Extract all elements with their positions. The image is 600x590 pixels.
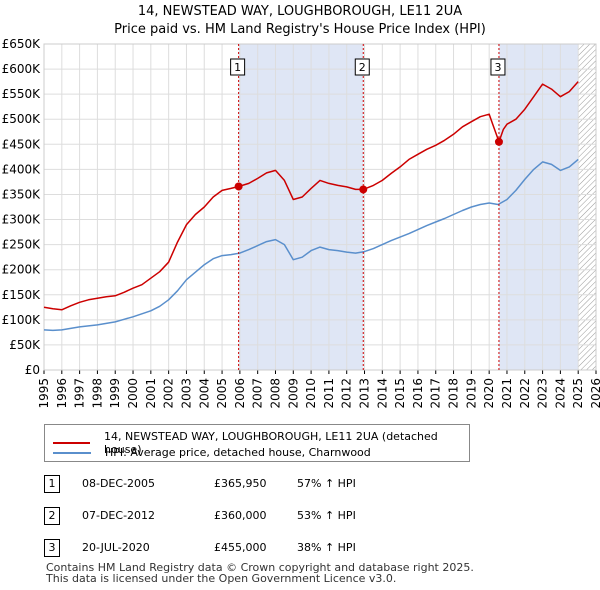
ownership-shade	[498, 44, 579, 370]
x-tick-label: 2010	[304, 378, 318, 409]
property-price-line	[43, 81, 579, 311]
x-tick-label: 2015	[393, 378, 407, 409]
x-tick-label: 2013	[358, 378, 372, 409]
legend-item-property: 14, NEWSTEAD WAY, LOUGHBOROUGH, LE11 2UA…	[53, 430, 469, 456]
sale-price: £455,000	[214, 541, 267, 554]
x-tick-label: 2002	[162, 378, 176, 409]
x-tick-label: 2001	[144, 378, 158, 409]
x-tick-label: 1998	[90, 378, 104, 409]
sale-row: 1 08-DEC-2005 £365,950 57% ↑ HPI	[44, 472, 444, 504]
x-tick-label: 2018	[447, 378, 461, 409]
ownership-shade	[238, 44, 364, 370]
footer-attribution: Contains HM Land Registry data © Crown c…	[46, 562, 474, 584]
x-tick-label: 2023	[536, 378, 550, 409]
sale-hpi-change: 57% ↑ HPI	[297, 477, 356, 490]
sale-point	[494, 137, 503, 146]
y-tick-label: £150K	[2, 288, 42, 302]
x-tick-label: 2020	[482, 378, 496, 409]
x-tick-label: 1995	[37, 378, 51, 409]
x-tick-label: 2003	[179, 378, 193, 409]
x-tick-label: 2022	[518, 378, 532, 409]
y-tick-label: £600K	[2, 62, 42, 76]
sale-price: £365,950	[214, 477, 267, 490]
x-tick-label: 2017	[429, 378, 443, 409]
sale-number: 1	[44, 475, 60, 493]
x-tick-label: 2012	[340, 378, 354, 409]
hpi-line	[43, 158, 579, 332]
x-tick-label: 2008	[268, 378, 282, 409]
x-tick-label: 2009	[286, 378, 300, 409]
sale-marker-box	[230, 58, 246, 76]
sales-table: 1 08-DEC-2005 £365,950 57% ↑ HPI 2 07-DE…	[44, 472, 444, 568]
legend-item-hpi: HPI: Average price, detached house, Char…	[53, 446, 371, 459]
sale-row: 3 20-JUL-2020 £455,000 38% ↑ HPI	[44, 536, 444, 568]
sale-point	[359, 185, 368, 194]
x-tick-label: 2000	[126, 378, 140, 409]
price-chart: £0 £50K £100K £150K £200K £250K £300K £350K £400…	[2, 37, 600, 409]
footer-line-2: This data is licensed under the Open Gov…	[46, 572, 397, 585]
legend-swatch-property	[53, 442, 91, 444]
chart-title: 14, NEWSTEAD WAY, LOUGHBOROUGH, LE11 2UA	[137, 4, 463, 19]
sale-date: 20-JUL-2020	[82, 541, 150, 554]
x-tick-label: 2007	[251, 378, 265, 409]
sale-date: 07-DEC-2012	[82, 509, 156, 522]
sale-marker-box	[490, 58, 506, 76]
x-tick-label: 2004	[197, 378, 211, 409]
footer-line-1: Contains HM Land Registry data © Crown c…	[46, 561, 474, 574]
y-tick-label: £400K	[2, 162, 42, 176]
x-tick-label: 1999	[108, 378, 122, 409]
x-tick-label: 2005	[215, 378, 229, 409]
x-tick-label: 1996	[55, 378, 69, 409]
sale-number: 2	[44, 507, 60, 525]
x-tick-label: 2025	[571, 378, 585, 409]
x-tick-label: 1997	[73, 378, 87, 409]
sale-number: 3	[44, 539, 60, 557]
y-tick-label: £50K	[9, 338, 41, 352]
sale-date: 08-DEC-2005	[82, 477, 156, 490]
sale-price: £360,000	[214, 509, 267, 522]
chart-legend: 14, NEWSTEAD WAY, LOUGHBOROUGH, LE11 2UA…	[44, 424, 470, 462]
y-tick-label: £500K	[2, 112, 42, 126]
x-tick-label: 2026	[589, 378, 600, 409]
sale-hpi-change: 38% ↑ HPI	[297, 541, 356, 554]
x-tick-label: 2014	[375, 378, 389, 409]
y-tick-label: £450K	[2, 137, 42, 151]
legend-swatch-hpi	[53, 451, 91, 454]
sale-marker-label: 1	[234, 61, 241, 74]
sale-marker-label: 2	[359, 61, 366, 74]
chart-subtitle: Price paid vs. HM Land Registry's House …	[114, 22, 486, 37]
x-tick-label: 2024	[553, 378, 567, 409]
sale-point	[234, 182, 243, 191]
y-tick-label: £350K	[2, 187, 42, 201]
sale-row: 2 07-DEC-2012 £360,000 53% ↑ HPI	[44, 504, 444, 536]
y-tick-label: £650K	[2, 37, 42, 51]
legend-label-property: 14, NEWSTEAD WAY, LOUGHBOROUGH, LE11 2UA…	[104, 430, 438, 456]
y-tick-label: £550K	[2, 87, 42, 101]
y-tick-label: £300K	[2, 213, 42, 227]
x-tick-label: 2019	[464, 378, 478, 409]
sale-hpi-change: 53% ↑ HPI	[297, 509, 356, 522]
y-tick-label: £200K	[2, 263, 42, 277]
x-tick-label: 2006	[233, 378, 247, 409]
x-tick-label: 2011	[322, 378, 336, 409]
x-tick-label: 2021	[500, 378, 514, 409]
y-tick-label: £250K	[2, 238, 42, 252]
y-tick-label: £0	[25, 363, 40, 377]
plot-frame	[43, 43, 597, 371]
legend-label-hpi: HPI: Average price, detached house, Char…	[105, 446, 371, 459]
sale-marker-box	[354, 58, 370, 76]
y-tick-label: £100K	[2, 313, 42, 327]
projection-hatch	[578, 44, 596, 370]
sale-marker-label: 3	[494, 61, 501, 74]
x-tick-label: 2016	[411, 378, 425, 409]
